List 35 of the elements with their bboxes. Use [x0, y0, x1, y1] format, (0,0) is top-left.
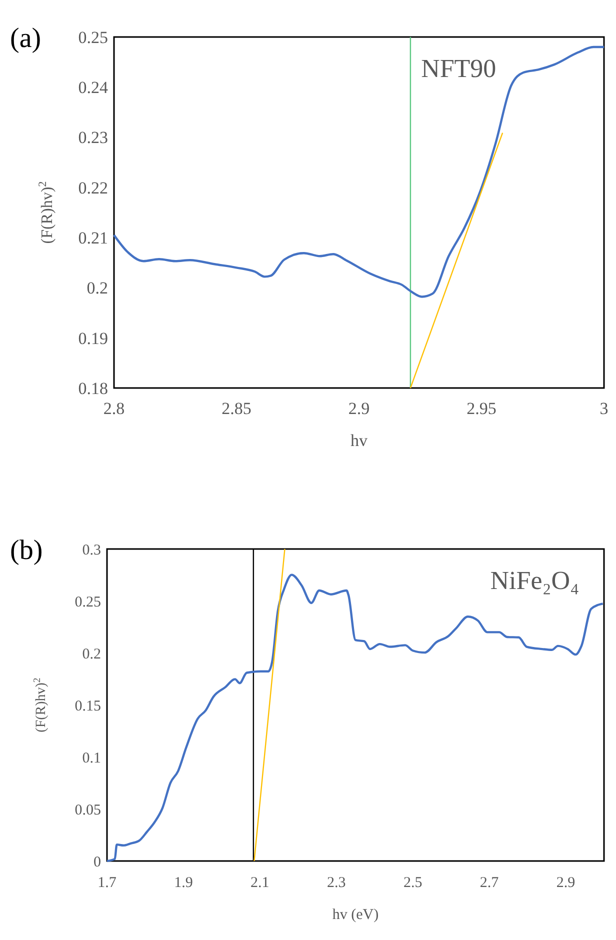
y-tick-label: 0.23 [78, 128, 108, 148]
x-tick-label: 1.9 [174, 875, 193, 891]
x-tick-label: 3 [600, 399, 608, 418]
chart-title: (b) [10, 535, 43, 566]
chart-title: (a) [10, 23, 42, 54]
line-series [106, 574, 604, 862]
y-tick-label: 0.25 [74, 594, 101, 610]
annotation: NiFe₂O₄ [490, 566, 580, 595]
y-tick-label: 0.3 [82, 542, 101, 558]
y-tick-label: 0 [94, 854, 101, 870]
x-tick-label: 2.85 [222, 399, 252, 418]
x-tick-label: 2.5 [403, 875, 422, 891]
x-tick-label: 2.7 [480, 875, 500, 891]
y-tick-label: 0.25 [78, 28, 108, 47]
line-series [112, 46, 606, 298]
x-tick-label: 2.95 [466, 399, 496, 418]
y-tick-label: 0.18 [78, 378, 108, 398]
y-tick-label: 0.2 [86, 278, 108, 298]
y-tick-label: 0.1 [82, 750, 101, 766]
x-tick-label: 2.3 [327, 875, 346, 891]
x-tick-label: 2.8 [103, 399, 125, 418]
y-tick-label: 0.22 [78, 178, 108, 198]
y-tick-label: 0.05 [74, 802, 101, 818]
y-tick-label: 0.24 [78, 78, 108, 98]
x-axis-title: hv [350, 431, 368, 450]
annotation: NFT90 [421, 54, 496, 83]
x-tick-label: 2.1 [250, 875, 270, 891]
y-tick-label: 0.15 [74, 698, 101, 714]
x-tick-label: 2.9 [348, 399, 370, 418]
y-tick-label: 0.19 [78, 328, 108, 348]
y-tick-label: 0.2 [82, 646, 101, 662]
y-tick-label: 0.21 [78, 228, 108, 248]
x-axis-title: hv (eV) [332, 907, 379, 923]
x-tick-label: 1.7 [98, 875, 117, 891]
x-tick-label: 2.9 [556, 875, 576, 891]
